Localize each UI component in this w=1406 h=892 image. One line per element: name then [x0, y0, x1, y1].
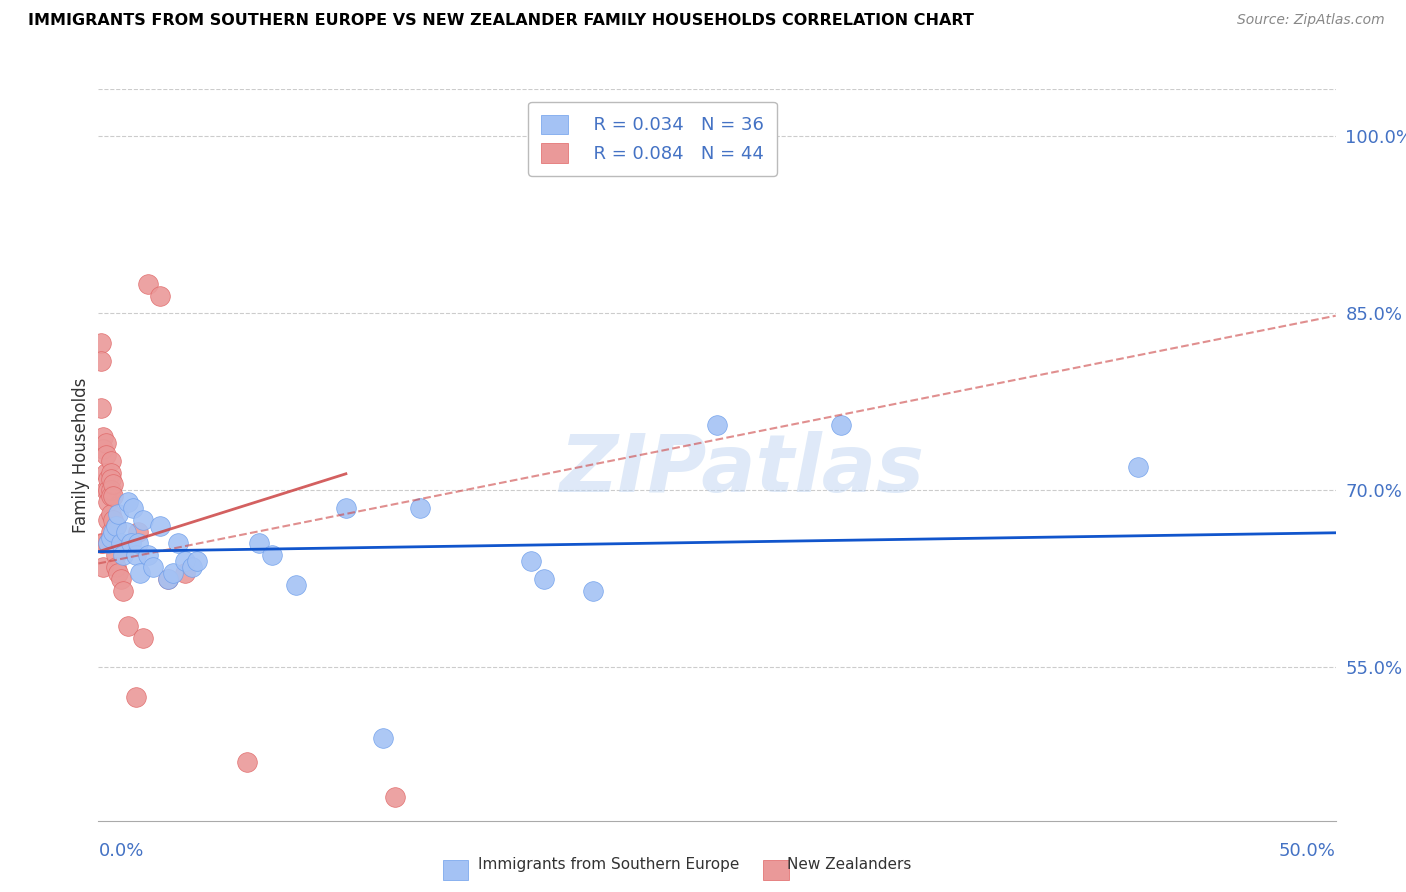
Point: [162, 566, 184, 580]
Point: [104, 518, 127, 533]
Point: [107, 507, 129, 521]
Point: [90, 335, 112, 350]
Point: [97, 536, 120, 550]
Point: [104, 548, 127, 562]
Point: [103, 513, 125, 527]
Point: [127, 524, 149, 539]
Point: [94, 483, 117, 498]
Point: [103, 524, 125, 539]
Point: [94, 448, 117, 462]
Point: [127, 536, 149, 550]
Point: [117, 619, 139, 633]
Point: [122, 501, 145, 516]
Y-axis label: Family Households: Family Households: [72, 377, 90, 533]
Point: [100, 471, 122, 485]
Point: [94, 436, 117, 450]
Point: [174, 554, 197, 568]
Point: [384, 790, 406, 805]
Point: [112, 548, 135, 562]
Point: [117, 495, 139, 509]
Point: [100, 466, 122, 480]
Point: [100, 524, 122, 539]
Point: [124, 548, 146, 562]
Point: [236, 755, 259, 769]
Text: 50.0%: 50.0%: [1279, 842, 1336, 860]
Point: [100, 454, 122, 468]
Point: [132, 631, 155, 645]
Point: [100, 489, 122, 503]
Point: [181, 560, 204, 574]
Point: [90, 536, 112, 550]
Point: [112, 583, 135, 598]
Point: [149, 518, 172, 533]
Point: [90, 353, 112, 368]
Point: [582, 583, 605, 598]
Point: [110, 572, 132, 586]
Point: [186, 554, 208, 568]
Text: IMMIGRANTS FROM SOUTHERN EUROPE VS NEW ZEALANDER FAMILY HOUSEHOLDS CORRELATION C: IMMIGRANTS FROM SOUTHERN EUROPE VS NEW Z…: [28, 13, 974, 29]
Text: ZIPatlas: ZIPatlas: [560, 431, 924, 508]
Point: [1126, 459, 1149, 474]
Text: Source: ZipAtlas.com: Source: ZipAtlas.com: [1237, 13, 1385, 28]
Point: [104, 518, 127, 533]
Point: [285, 577, 308, 591]
Point: [104, 560, 127, 574]
Point: [90, 401, 112, 415]
Point: [335, 501, 357, 516]
Text: Immigrants from Southern Europe: Immigrants from Southern Europe: [478, 857, 740, 872]
Point: [247, 536, 270, 550]
Point: [93, 536, 115, 550]
Point: [174, 566, 197, 580]
Point: [166, 536, 188, 550]
Point: [97, 483, 120, 498]
Point: [97, 536, 120, 550]
Point: [409, 501, 432, 516]
Point: [93, 430, 115, 444]
Point: [124, 690, 146, 704]
Point: [97, 513, 120, 527]
Text: 0.0%: 0.0%: [98, 842, 143, 860]
Point: [260, 548, 283, 562]
Point: [100, 507, 122, 521]
Point: [110, 536, 132, 550]
Point: [371, 731, 394, 745]
Point: [107, 566, 129, 580]
Point: [103, 489, 125, 503]
Point: [100, 531, 122, 545]
Text: New Zealanders: New Zealanders: [787, 857, 911, 872]
Point: [156, 572, 179, 586]
Point: [94, 466, 117, 480]
Point: [93, 442, 115, 456]
Point: [97, 471, 120, 485]
Point: [520, 554, 543, 568]
Point: [136, 277, 159, 291]
Point: [156, 572, 179, 586]
Point: [120, 536, 142, 550]
Point: [830, 418, 852, 433]
Point: [149, 288, 172, 302]
Point: [114, 524, 136, 539]
Point: [103, 477, 125, 491]
Point: [97, 495, 120, 509]
Point: [142, 560, 165, 574]
Point: [706, 418, 728, 433]
Point: [129, 566, 152, 580]
Point: [93, 560, 115, 574]
Point: [100, 483, 122, 498]
Point: [533, 572, 555, 586]
Point: [104, 536, 127, 550]
Point: [136, 548, 159, 562]
Legend:   R = 0.034   N = 36,   R = 0.084   N = 44: R = 0.034 N = 36, R = 0.084 N = 44: [529, 102, 776, 176]
Point: [132, 513, 155, 527]
